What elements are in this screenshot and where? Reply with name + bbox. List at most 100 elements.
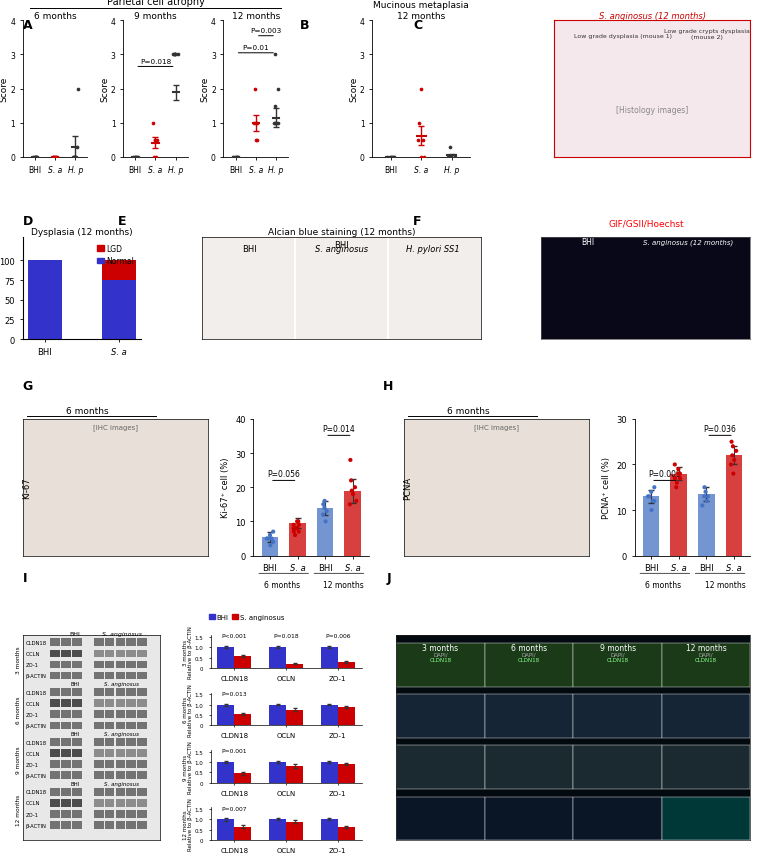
Point [229,151,241,165]
Text: CLDN18: CLDN18 [518,658,540,663]
Title: Dysplasia (12 months): Dysplasia (12 months) [31,228,133,236]
Bar [72,722,82,729]
Text: BHI: BHI [70,631,80,636]
Bar [105,699,114,707]
Bar [94,722,104,729]
Y-axis label: 9 months
Relative to β-ACTIN: 9 months Relative to β-ACTIN [183,740,193,793]
Point [288,525,300,539]
Text: 3 months: 3 months [422,643,459,653]
Text: CLDN18: CLDN18 [26,690,46,695]
Point [443,151,455,165]
Bar [396,746,485,789]
Point [130,151,143,165]
Point [321,505,333,519]
Bar [317,508,334,556]
Point [388,151,400,165]
Bar [50,799,60,807]
Bar [290,524,305,556]
Text: S. anginosus: S. anginosus [102,631,142,636]
Bar [72,699,82,707]
Bar [61,639,70,647]
Text: P<0.001: P<0.001 [221,634,247,639]
Bar [61,799,70,807]
Bar [50,771,60,779]
Bar [137,639,146,647]
Point [728,467,740,481]
Bar [115,722,125,729]
Point [698,481,710,495]
Bar [105,711,114,718]
Bar [105,799,114,807]
Point [417,134,429,148]
Point [727,440,739,454]
Bar [127,661,136,669]
Point [269,117,281,131]
Text: 6 months: 6 months [17,696,21,723]
Bar [94,760,104,769]
Point [644,490,656,503]
Text: I: I [23,572,27,584]
Bar [105,688,114,696]
Bar [485,797,573,840]
Point [230,151,242,165]
Point [265,532,277,546]
Text: 3 months: 3 months [17,646,21,674]
Point [272,83,284,96]
Bar [698,495,715,556]
Text: 6 months: 6 months [646,580,681,589]
Text: H: H [383,380,393,392]
Bar [61,711,70,718]
Point [669,458,681,472]
Bar [262,537,278,556]
Point [30,151,42,165]
Bar [218,647,234,669]
Point [346,485,358,498]
Point [318,495,330,508]
Bar [61,722,70,729]
Bar [61,821,70,829]
Text: P=0.018: P=0.018 [273,634,299,639]
Text: F: F [413,215,421,228]
Bar [670,474,687,556]
Bar [105,821,114,829]
Text: CLDN18: CLDN18 [430,658,452,663]
Point [149,134,161,148]
Bar [127,788,136,796]
Point [287,522,299,536]
Text: CLDN18: CLDN18 [26,640,46,645]
Bar [396,694,485,738]
Point [168,49,180,62]
Bar [286,710,303,726]
Bar [662,694,750,738]
Bar [94,688,104,696]
Y-axis label: Score: Score [100,77,109,102]
Bar [115,699,125,707]
Bar [115,788,125,796]
Bar [94,711,104,718]
Point [264,529,276,543]
Bar [344,491,361,556]
Text: [IHC images]: [IHC images] [474,424,519,430]
Point [30,151,42,165]
Bar [137,821,146,829]
Bar [127,821,136,829]
Bar [50,760,60,769]
Bar [137,699,146,707]
Text: P=0.006: P=0.006 [325,634,350,639]
Bar [137,722,146,729]
Y-axis label: 3 months
Relative to β-ACTIN: 3 months Relative to β-ACTIN [183,625,193,678]
Bar [94,771,104,779]
Bar [72,688,82,696]
Bar [662,643,750,687]
Point [415,83,428,96]
Point [318,502,330,515]
Y-axis label: Ki-67⁺ cell (%): Ki-67⁺ cell (%) [221,457,230,518]
Bar [94,639,104,647]
Point [444,141,456,154]
Point [669,472,681,485]
Text: DAPI/: DAPI/ [522,652,537,657]
Bar [396,643,485,687]
Text: C: C [413,19,422,32]
Title: 6 months: 6 months [34,12,77,20]
Text: β-ACTIN: β-ACTIN [26,723,46,728]
